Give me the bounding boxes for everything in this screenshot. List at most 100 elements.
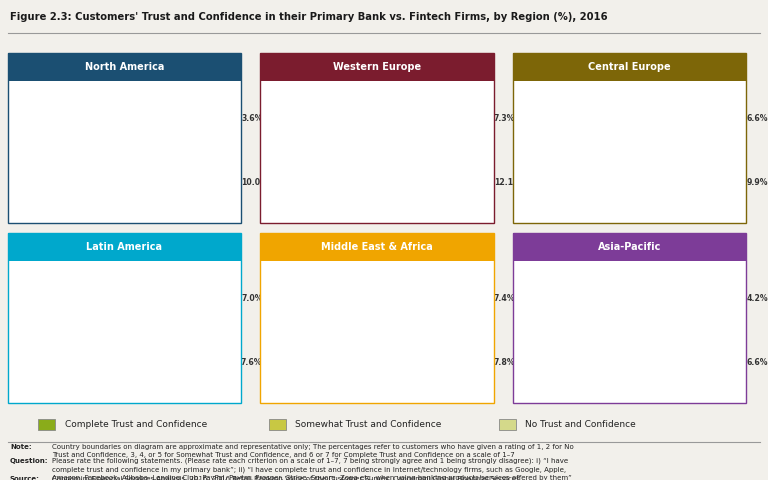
Text: 41.4%: 41.4%: [424, 113, 452, 122]
Text: Fintech: Fintech: [10, 178, 42, 187]
Text: Somewhat Trust and Confidence: Somewhat Trust and Confidence: [295, 420, 442, 429]
Text: Fintech: Fintech: [515, 358, 548, 367]
Text: 6.6%: 6.6%: [746, 113, 768, 122]
Text: Fintech: Fintech: [515, 178, 548, 187]
Text: Fintech: Fintech: [263, 178, 295, 187]
Bar: [113, 165, 220, 200]
Text: 33.7%: 33.7%: [569, 358, 596, 367]
Text: 6.6%: 6.6%: [746, 358, 768, 367]
Text: 55.0%: 55.0%: [410, 358, 437, 367]
Bar: [342, 165, 468, 200]
Bar: [297, 281, 406, 315]
Text: 51.3%: 51.3%: [334, 113, 361, 122]
Bar: [224, 345, 240, 380]
Bar: [45, 101, 176, 135]
Text: 67.4%: 67.4%: [97, 113, 124, 122]
Text: No Trust and Confidence: No Trust and Confidence: [525, 420, 636, 429]
Text: North America: North America: [84, 62, 164, 72]
Text: 12.1%: 12.1%: [494, 178, 521, 187]
Bar: [226, 281, 240, 315]
Text: 29.0%: 29.0%: [191, 113, 218, 122]
Bar: [478, 281, 492, 315]
Text: Fintech: Fintech: [10, 358, 42, 367]
Text: 55.0%: 55.0%: [153, 178, 180, 187]
Text: 7.0%: 7.0%: [241, 293, 263, 302]
Text: Middle East & Africa: Middle East & Africa: [321, 242, 433, 252]
Text: Fintech: Fintech: [263, 358, 295, 367]
Bar: [220, 165, 240, 200]
Text: 65.2%: 65.2%: [392, 178, 419, 187]
Bar: [550, 281, 643, 315]
Text: 7.4%: 7.4%: [494, 293, 515, 302]
Text: 31.9%: 31.9%: [687, 113, 714, 122]
Text: 35.0%: 35.0%: [65, 178, 92, 187]
Text: Figure 2.3: Customers' Trust and Confidence in their Primary Bank vs. Fintech Fi: Figure 2.3: Customers' Trust and Confide…: [10, 12, 607, 22]
Text: 3.6%: 3.6%: [241, 113, 263, 122]
Text: 57.0%: 57.0%: [657, 178, 684, 187]
Bar: [732, 345, 745, 380]
Bar: [176, 101, 233, 135]
Text: Bank: Bank: [525, 293, 548, 302]
Bar: [616, 345, 732, 380]
Bar: [297, 165, 342, 200]
Text: 48.2%: 48.2%: [676, 293, 703, 302]
Text: Bank: Bank: [20, 113, 42, 122]
Bar: [478, 101, 492, 135]
Text: 36.9%: 36.9%: [429, 293, 455, 302]
Text: Bank: Bank: [273, 113, 295, 122]
Bar: [45, 345, 138, 380]
Text: Asia-Pacific: Asia-Pacific: [598, 242, 661, 252]
Text: 10.0%: 10.0%: [241, 178, 268, 187]
Text: 48.2%: 48.2%: [78, 358, 105, 367]
Bar: [45, 165, 113, 200]
Text: 7.3%: 7.3%: [494, 113, 515, 122]
Text: Bank: Bank: [525, 113, 548, 122]
Bar: [406, 281, 478, 315]
Bar: [468, 165, 492, 200]
Text: Bank: Bank: [273, 293, 295, 302]
Text: 7.8%: 7.8%: [494, 358, 515, 367]
Bar: [297, 101, 397, 135]
Text: 55.7%: 55.7%: [338, 293, 365, 302]
Bar: [550, 101, 670, 135]
Text: Western Europe: Western Europe: [333, 62, 421, 72]
Bar: [614, 165, 726, 200]
Text: Bank: Bank: [20, 293, 42, 302]
Bar: [670, 101, 732, 135]
Text: Please rate the following statements. (Please rate each criterion on a scale of : Please rate the following statements. (P…: [52, 458, 572, 480]
Bar: [732, 101, 745, 135]
Text: 59.7%: 59.7%: [660, 358, 687, 367]
Bar: [297, 345, 369, 380]
Bar: [477, 345, 492, 380]
Text: 4.2%: 4.2%: [746, 293, 768, 302]
Text: Country boundaries on diagram are approximate and representative only; The perce: Country boundaries on diagram are approx…: [52, 444, 574, 458]
Text: 22.7%: 22.7%: [306, 178, 333, 187]
Text: 33.0%: 33.0%: [180, 293, 207, 302]
Text: Source:: Source:: [10, 476, 40, 480]
Text: Central Europe: Central Europe: [588, 62, 671, 72]
Bar: [550, 345, 616, 380]
Bar: [726, 165, 745, 200]
Text: 60.0%: 60.0%: [90, 293, 117, 302]
Bar: [161, 281, 226, 315]
Text: 33.1%: 33.1%: [569, 178, 595, 187]
Text: 61.4%: 61.4%: [596, 113, 624, 122]
Text: Note:: Note:: [10, 444, 31, 449]
Bar: [737, 281, 745, 315]
Text: 47.6%: 47.6%: [583, 293, 610, 302]
Bar: [138, 345, 224, 380]
Bar: [369, 345, 477, 380]
Bar: [550, 165, 614, 200]
Text: Capgemini Financial Services Analysis, 2016; 2016 Retail Banking Voice of the Cu: Capgemini Financial Services Analysis, 2…: [52, 476, 520, 480]
Text: Complete Trust and Confidence: Complete Trust and Confidence: [65, 420, 207, 429]
Bar: [45, 281, 161, 315]
Bar: [397, 101, 478, 135]
Text: Latin America: Latin America: [87, 242, 162, 252]
Text: 9.9%: 9.9%: [746, 178, 768, 187]
Text: 7.6%: 7.6%: [241, 358, 263, 367]
Text: 44.1%: 44.1%: [168, 358, 195, 367]
Bar: [643, 281, 737, 315]
Text: Question:: Question:: [10, 458, 48, 464]
Text: 37.2%: 37.2%: [320, 358, 347, 367]
Bar: [233, 101, 240, 135]
